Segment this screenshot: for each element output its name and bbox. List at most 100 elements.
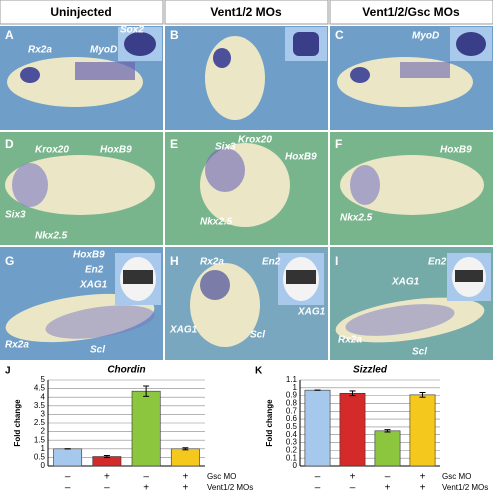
gene-label: MyoD <box>412 31 439 42</box>
y-tick-label: 0.5 <box>286 422 298 431</box>
bar <box>304 389 331 467</box>
y-tick-label: 2.5 <box>34 418 46 427</box>
bar <box>409 394 436 467</box>
gene-label: Scl <box>412 347 427 358</box>
condition-label: Gsc MO <box>207 472 236 481</box>
panel-letter: F <box>335 137 342 151</box>
y-tick-label: 4 <box>41 392 46 401</box>
gene-label: Scl <box>250 330 265 341</box>
y-tick-label: 1.1 <box>286 375 298 384</box>
headers: Uninjected Vent1/2 MOs Vent1/2/Gsc MOs <box>0 0 493 25</box>
y-tick-label: 0 <box>41 461 46 470</box>
panel-letter: H <box>170 254 179 268</box>
bar <box>339 392 366 467</box>
panel-letter: B <box>170 28 179 42</box>
condition-mark: – <box>104 483 110 494</box>
condition-mark: – <box>350 483 356 494</box>
gene-label: En2 <box>85 265 104 276</box>
inset-embryo <box>293 32 319 56</box>
stain <box>200 270 230 300</box>
gene-label: MyoD <box>90 45 117 56</box>
panel-letter: G <box>5 254 14 268</box>
bar <box>53 448 83 467</box>
gene-label: XAG1 <box>297 307 326 318</box>
stain <box>45 305 155 339</box>
gene-label: En2 <box>262 257 281 268</box>
stain <box>350 165 380 205</box>
inset-stain <box>455 270 483 282</box>
gene-label: Six3 <box>215 142 236 153</box>
gene-label: Krox20 <box>238 135 272 146</box>
stain <box>20 67 40 83</box>
condition-label: Gsc MO <box>442 472 471 481</box>
condition-mark: + <box>104 472 110 483</box>
y-tick-label: 1 <box>293 383 298 392</box>
stain <box>350 67 370 83</box>
panel-letter: A <box>5 28 14 42</box>
embryos <box>5 27 492 347</box>
gene-label: HoxB9 <box>73 250 105 261</box>
condition-mark: – <box>385 472 391 483</box>
y-axis-label: Fold change <box>13 399 22 447</box>
y-axis-label: Fold change <box>265 399 274 447</box>
condition-mark: + <box>143 483 149 494</box>
condition-label: Vent1/2 MOs <box>442 483 488 492</box>
bar <box>131 390 161 467</box>
stain <box>205 148 245 192</box>
condition-mark: – <box>65 472 71 483</box>
gene-label: Scl <box>90 345 105 356</box>
gene-label: HoxB9 <box>440 145 472 156</box>
gene-label: Nkx2.5 <box>340 213 373 224</box>
y-tick-label: 3.5 <box>34 401 46 410</box>
column-header: Vent1/2/Gsc MOs <box>362 5 460 19</box>
condition-mark: – <box>143 472 149 483</box>
inset-embryo <box>124 32 156 56</box>
gene-label: Sox2 <box>120 25 144 36</box>
gene-label: XAG1 <box>169 325 198 336</box>
inset-stain <box>123 270 153 284</box>
panel-letter: E <box>170 137 178 151</box>
y-tick-label: 2 <box>41 427 46 436</box>
gene-label: Rx2a <box>5 340 29 351</box>
gene-label: Nkx2.5 <box>200 217 233 228</box>
gene-label: Rx2a <box>338 335 362 346</box>
bar <box>374 430 401 467</box>
gene-label: Six3 <box>5 210 26 221</box>
panel-letter: C <box>335 28 344 42</box>
condition-mark: – <box>65 483 71 494</box>
header-box <box>164 0 329 25</box>
y-tick-label: 3 <box>41 410 46 419</box>
column-header: Uninjected <box>50 5 111 19</box>
gene-label: XAG1 <box>391 277 420 288</box>
y-tick-label: 0.3 <box>286 438 298 447</box>
y-tick-label: 0.2 <box>286 445 298 454</box>
embryo <box>340 155 484 215</box>
y-tick-label: 4.5 <box>34 384 46 393</box>
gene-label: Rx2a <box>28 45 52 56</box>
gene-label: Nkx2.5 <box>35 231 68 242</box>
condition-mark: + <box>385 483 391 494</box>
condition-mark: + <box>420 472 426 483</box>
stain <box>75 62 135 80</box>
stain <box>213 48 231 68</box>
stain <box>400 62 450 78</box>
y-tick-label: 0 <box>293 461 298 470</box>
panel-letter: I <box>335 254 338 268</box>
header-box <box>329 0 493 25</box>
inset-embryo <box>456 32 486 56</box>
chart-title: Sizzled <box>353 365 388 376</box>
panel-letter: D <box>5 137 14 151</box>
y-tick-label: 0.7 <box>286 406 298 415</box>
bar <box>170 448 200 467</box>
gene-label: Rx2a <box>200 257 224 268</box>
y-tick-label: 0.4 <box>286 430 298 439</box>
y-tick-label: 1 <box>41 444 46 453</box>
y-tick-label: 0.5 <box>34 453 46 462</box>
condition-mark: + <box>420 483 426 494</box>
y-tick-label: 0.6 <box>286 414 298 423</box>
gene-label: HoxB9 <box>100 145 132 156</box>
chart-title: Chordin <box>107 365 145 376</box>
stain <box>12 163 48 207</box>
gene-label: Krox20 <box>35 145 69 156</box>
